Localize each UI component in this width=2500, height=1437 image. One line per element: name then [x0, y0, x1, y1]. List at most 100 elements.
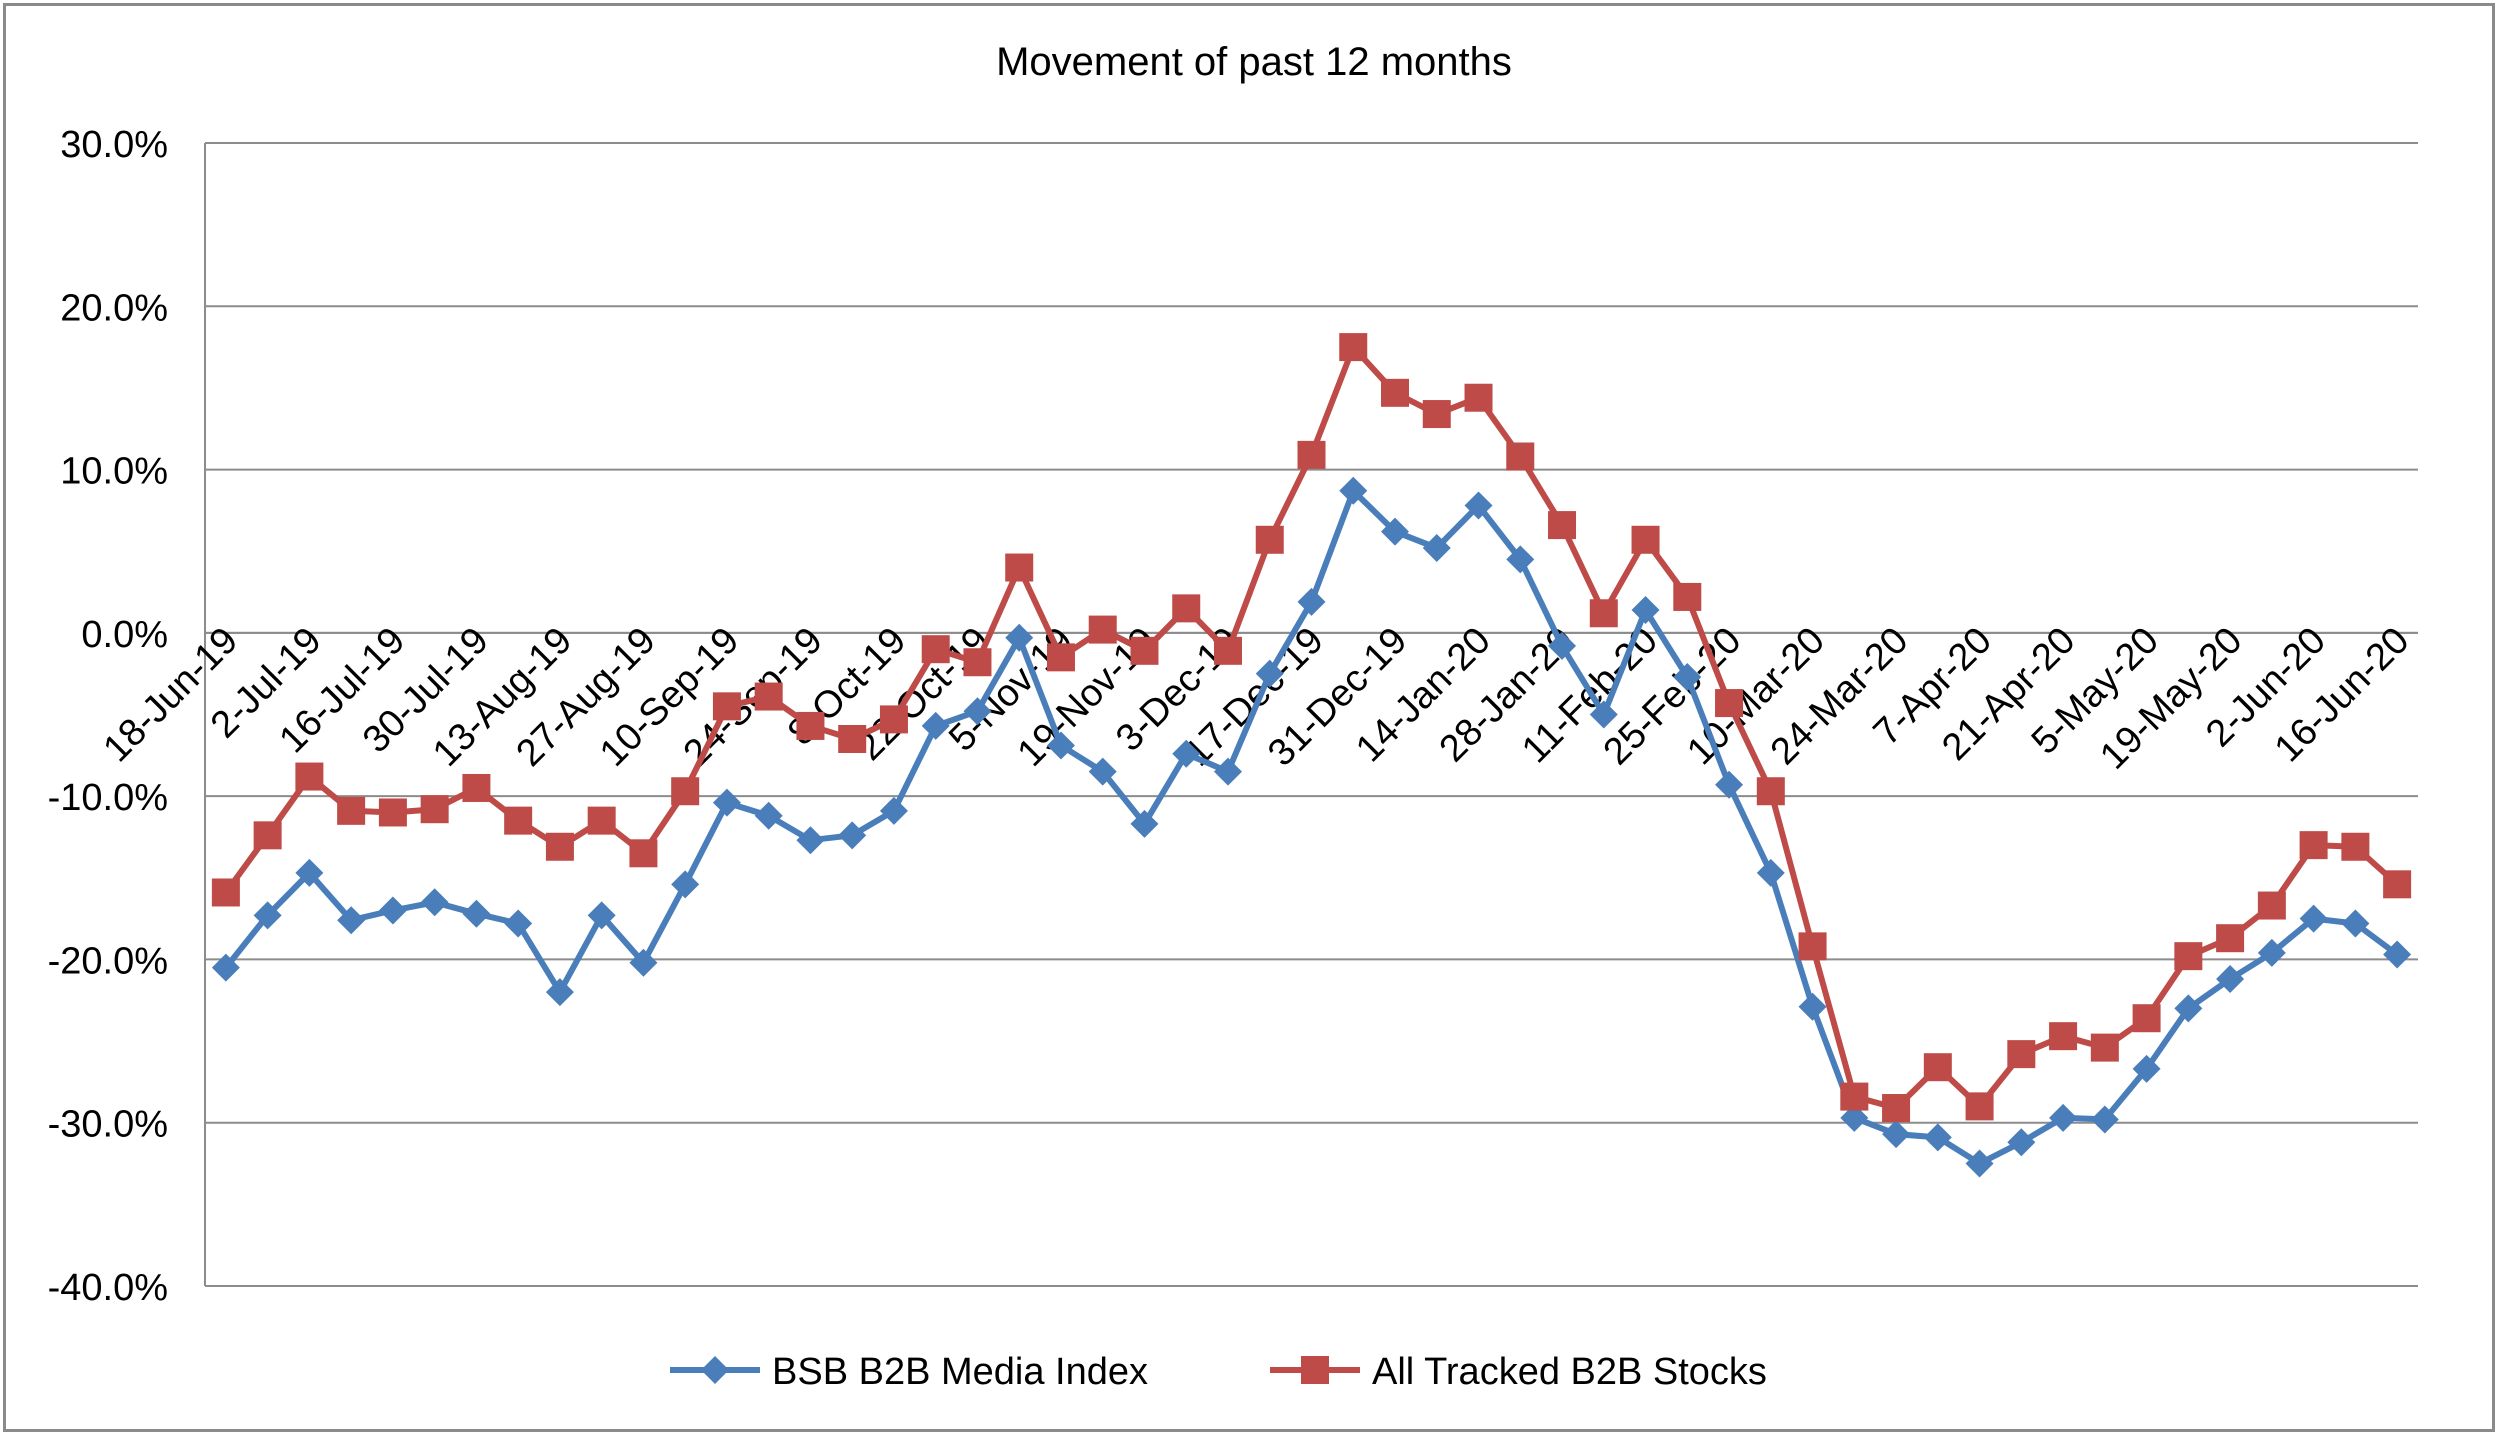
data-point [1297, 587, 1326, 616]
data-point [2257, 938, 2286, 967]
data-point [2216, 924, 2245, 953]
data-point [1923, 1123, 1952, 1152]
data-point [545, 832, 574, 861]
data-point [2132, 1054, 2161, 1083]
data-point [1005, 623, 1034, 652]
data-point [1381, 378, 1410, 407]
data-point [1589, 700, 1618, 729]
data-point [1464, 491, 1493, 520]
data-point [2090, 1105, 2119, 1134]
data-point [504, 806, 533, 835]
data-point [921, 635, 950, 664]
data-point [1213, 757, 1242, 786]
data-point [1130, 809, 1159, 838]
data-point [2132, 1004, 2161, 1033]
data-point [1172, 739, 1201, 768]
data-point [253, 901, 282, 930]
data-point [671, 870, 700, 899]
data-point [796, 711, 825, 740]
data-point [2383, 940, 2412, 969]
data-point [1548, 511, 1577, 540]
data-point [1756, 777, 1785, 806]
data-point [1005, 553, 1034, 582]
legend-marker [701, 1356, 729, 1384]
y-tick-label: -40.0% [48, 1267, 168, 1309]
data-point [712, 788, 741, 817]
data-point [2383, 870, 2412, 899]
data-point [629, 948, 658, 977]
y-tick-label: -10.0% [48, 777, 168, 819]
y-tick-label: -20.0% [48, 940, 168, 982]
data-point [1255, 525, 1284, 554]
data-point [545, 978, 574, 1007]
legend: BSB B2B Media Index All Tracked B2B Stock… [670, 1351, 1767, 1393]
data-point [1965, 1092, 1994, 1121]
data-point [1882, 1094, 1911, 1123]
data-point [337, 906, 366, 935]
data-point [1589, 599, 1618, 628]
data-point [295, 762, 324, 791]
data-point [2007, 1128, 2036, 1157]
data-point [2174, 942, 2203, 971]
legend-item: All Tracked B2B Stocks [1270, 1351, 1767, 1393]
data-point [921, 711, 950, 740]
series-all-tracked-b2b-stocks [211, 333, 2412, 1123]
data-point [2257, 891, 2286, 920]
data-point [963, 697, 992, 726]
series-bsb-b2b-media-index [211, 476, 2412, 1178]
data-point [1798, 932, 1827, 961]
data-point [211, 953, 240, 982]
data-point [1798, 992, 1827, 1021]
data-point [1840, 1082, 1869, 1111]
data-point [1297, 440, 1326, 469]
y-axis-tick-labels: 30.0% 20.0% 10.0% 0.0% -10.0% -20.0% -30.0% -40… [48, 124, 168, 1309]
data-point [1673, 662, 1702, 691]
legend-item: BSB B2B Media Index [670, 1351, 1148, 1393]
data-point [587, 806, 616, 835]
data-point [253, 821, 282, 850]
data-point [1381, 517, 1410, 546]
y-tick-label: 10.0% [60, 451, 168, 493]
data-point [1464, 383, 1493, 412]
data-point [1882, 1120, 1911, 1149]
data-point [1046, 643, 1075, 672]
data-point [1339, 333, 1368, 362]
data-point [712, 692, 741, 721]
data-point [420, 888, 449, 917]
y-tick-label: 0.0% [81, 614, 168, 656]
data-point [1756, 858, 1785, 887]
data-point [378, 798, 407, 827]
data-point [1965, 1149, 1994, 1178]
data-point [1213, 636, 1242, 665]
data-point [1631, 595, 1660, 624]
y-tick-label: 20.0% [60, 287, 168, 329]
data-point [2341, 832, 2370, 861]
legend-label: All Tracked B2B Stocks [1372, 1351, 1767, 1393]
data-point [796, 826, 825, 855]
data-point [2299, 831, 2328, 860]
data-point [1840, 1103, 1869, 1132]
data-point [1088, 757, 1117, 786]
data-point [462, 899, 491, 928]
data-point [1046, 731, 1075, 760]
chart-title: Movement of past 12 months [996, 40, 1512, 84]
data-point [1422, 533, 1451, 562]
data-point [1715, 689, 1744, 718]
data-point [2216, 965, 2245, 994]
data-point [2090, 1033, 2119, 1062]
data-point [337, 796, 366, 825]
data-point [378, 896, 407, 925]
data-point [1088, 615, 1117, 644]
data-point [1715, 770, 1744, 799]
data-point [462, 773, 491, 802]
data-point [2007, 1040, 2036, 1069]
data-point [671, 777, 700, 806]
series-group [211, 333, 2412, 1178]
data-point [295, 858, 324, 887]
data-point [838, 724, 867, 753]
data-point [1130, 636, 1159, 665]
axes [204, 143, 2418, 1286]
data-point [504, 909, 533, 938]
data-point [963, 648, 992, 677]
